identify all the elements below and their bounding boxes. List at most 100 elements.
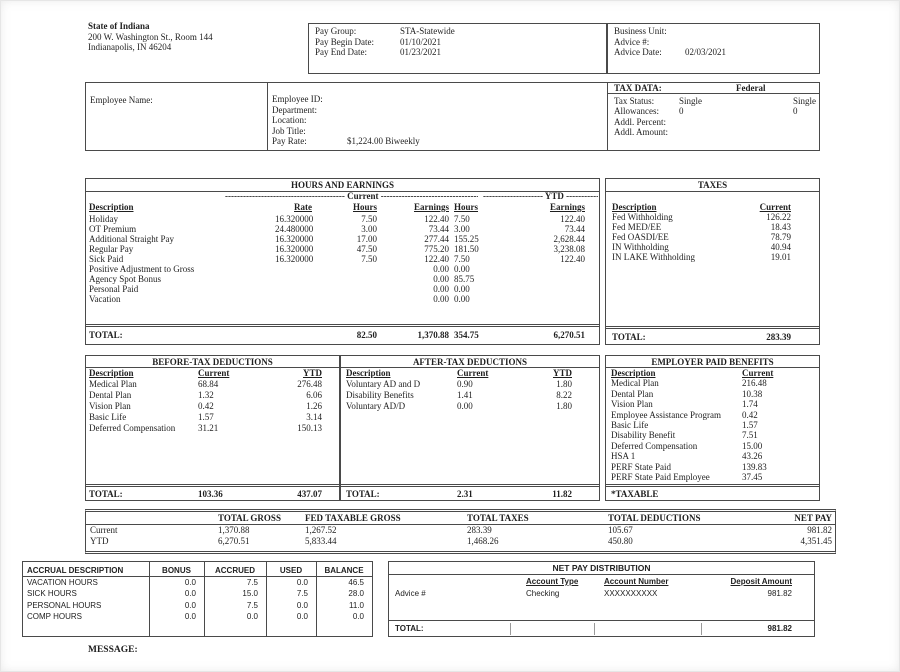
accrual-bonus: 0.0 (184, 578, 196, 587)
earnings-description: Sick Paid (89, 254, 124, 264)
benefit-current: 7.51 (742, 430, 758, 441)
earnings-current-hours: 47.50 (356, 244, 377, 254)
summary-row: YTD 6,270.51 5,833.44 1,468.26 450.80 4,… (86, 536, 835, 547)
tax-federal-column-header: Federal (736, 83, 766, 93)
net-pay-column-headers: Account Type Account Number Deposit Amou… (389, 575, 814, 588)
tax-field-label: Addl. Percent: (614, 116, 666, 127)
earnings-ytd-amount (494, 294, 599, 304)
employer-benefit-row: HSA 1 43.26 (606, 451, 819, 461)
benefit-current: 10.38 (742, 388, 763, 399)
total-taxes-value: 1,468.26 (467, 536, 499, 546)
employer-address-line1: 200 W. Washington St., Room 144 (88, 31, 213, 42)
earnings-description: Vacation (89, 294, 121, 304)
earnings-ytd-hours: 7.50 (454, 214, 470, 224)
hours-earnings-total-row: TOTAL: 82.50 1,370.88 354.75 6,270.51 (86, 324, 599, 344)
hours-earnings-group-row: ----------------------------------------… (86, 192, 599, 202)
employee-detail-row: Job Title: (272, 126, 607, 137)
earnings-row: Personal Paid 0.00 0.00 (86, 284, 599, 294)
earnings-description: Additional Straight Pay (89, 234, 174, 244)
deduction-description: Disability Benefits (346, 390, 414, 400)
deduction-ytd: 276.48 (297, 379, 322, 389)
accrual-balance: 28.0 (348, 589, 364, 599)
before-tax-deductions-box: BEFORE-TAX DEDUCTIONS Description Curren… (85, 355, 340, 501)
earnings-description: Agency Spot Bonus (89, 274, 161, 284)
employee-name-cell: Employee Name: (86, 83, 268, 150)
net-pay-value: 981.82 (807, 525, 832, 535)
total-deductions-header: TOTAL DEDUCTIONS (608, 513, 701, 523)
field-label: Department: (272, 104, 317, 115)
tax-field-label: Tax Status: (614, 96, 655, 106)
employee-detail-row: Pay Rate: $1,224.00 Biweekly (272, 136, 607, 147)
earnings-description: OT Premium (89, 224, 137, 234)
advice-row: Advice #: (614, 37, 819, 48)
field-label: Pay Begin Date: (315, 36, 374, 47)
total-row-divider (701, 623, 702, 635)
before-tax-title: BEFORE-TAX DEDUCTIONS (86, 356, 339, 368)
benefit-description: PERF State Paid Employee (611, 471, 710, 482)
earnings-ytd-amount (494, 264, 599, 274)
earnings-current-amount: 0.00 (433, 274, 449, 284)
current-group-label: ----------------------------------------… (225, 192, 478, 201)
account-number-value: XXXXXXXXXX (604, 589, 658, 598)
earnings-ytd-hours: 3.00 (454, 224, 470, 234)
tax-field-value-2: 0 (793, 106, 798, 117)
pay-period-box: Pay Group: STA-Statewide Pay Begin Date:… (308, 23, 607, 74)
tax-field-value-1 (679, 117, 793, 127)
after-tax-column-headers: Description Current YTD (346, 368, 572, 378)
deduction-ytd: 1.80 (556, 379, 572, 389)
deduction-current: 1.57 (198, 412, 214, 422)
accrual-balance: 46.5 (348, 578, 364, 587)
field-label: Business Unit: (614, 26, 667, 36)
employee-detail-row: Location: (272, 115, 607, 126)
earnings-rate: 16.320000 (275, 214, 314, 224)
advice-box: Business Unit: Advice #: Advice Date: 02… (607, 23, 820, 74)
earnings-description: Positive Adjustment to Gross (89, 264, 195, 274)
earnings-current-amount: 122.40 (424, 214, 449, 224)
earnings-row: Additional Straight Pay 16.320000 17.00 … (86, 234, 599, 244)
benefit-description: Deferred Compensation (611, 440, 698, 451)
taxes-title: TAXES (606, 179, 819, 192)
net-pay-distribution-title: NET PAY DISTRIBUTION (389, 562, 814, 575)
benefit-current: 43.26 (742, 451, 763, 462)
benefit-description: Medical Plan (611, 378, 659, 389)
deposit-amount-value: 981.82 (767, 589, 792, 598)
pay-period-row: Pay Begin Date: 01/10/2021 (315, 37, 606, 48)
earnings-ytd-amount: 122.40 (560, 254, 585, 264)
tax-row: Fed OASDI/EE 78.79 (606, 232, 819, 242)
deduction-current: 1.41 (457, 390, 473, 400)
employee-detail-row: Department: (272, 105, 607, 116)
earnings-ytd-amount (494, 274, 599, 284)
tax-data-row: Addl. Amount: (614, 127, 819, 137)
employer-benefits-column-headers: Description Current (611, 368, 774, 378)
account-type-header: Account Type (526, 577, 579, 586)
tax-description: IN LAKE Withholding (612, 252, 695, 262)
accrual-balance: 0.0 (352, 611, 364, 621)
field-label: Pay Rate: (272, 136, 307, 146)
deduction-current: 0.00 (457, 401, 473, 411)
earnings-ytd-hours: 85.75 (454, 274, 475, 284)
earnings-ytd-hours: 0.00 (454, 284, 470, 294)
accrual-row: PERSONAL HOURS 0.0 7.5 0.0 11.0 (23, 600, 372, 611)
total-taxes-value: 283.39 (467, 525, 492, 535)
earnings-ytd-hours: 7.50 (454, 254, 470, 264)
earnings-row: Regular Pay 16.320000 47.50 775.20 181.5… (86, 244, 599, 254)
fed-taxable-gross-header: FED TAXABLE GROSS (305, 513, 401, 523)
earnings-rate (275, 274, 312, 284)
tax-data-row: Tax Status: Single Single (614, 96, 819, 106)
deposit-row: Advice # Checking XXXXXXXXXX 981.82 (389, 588, 814, 600)
employer-benefit-row: Dental Plan 10.38 (606, 389, 819, 399)
pay-period-row: Pay End Date: 01/23/2021 (315, 47, 606, 58)
accrual-bonus: 0.0 (184, 600, 196, 610)
accrual-used: 0.0 (296, 578, 308, 587)
accrual-column-headers: ACCRUAL DESCRIPTION BONUS ACCRUED USED B… (23, 562, 372, 577)
total-row-divider (510, 623, 511, 635)
earnings-ytd-hours: 181.50 (454, 244, 479, 254)
fed-taxable-gross-value: 1,267.52 (305, 525, 337, 535)
earnings-description: Personal Paid (89, 284, 139, 294)
earnings-current-amount: 0.00 (433, 294, 449, 304)
earnings-rate: 16.320000 (275, 234, 314, 244)
earnings-current-hours: 17.00 (356, 234, 377, 244)
field-value: $1,224.00 Biweekly (347, 136, 420, 146)
tax-data-row: Allowances: 0 0 (614, 106, 819, 116)
deposit-amount-header: Deposit Amount (730, 577, 792, 586)
